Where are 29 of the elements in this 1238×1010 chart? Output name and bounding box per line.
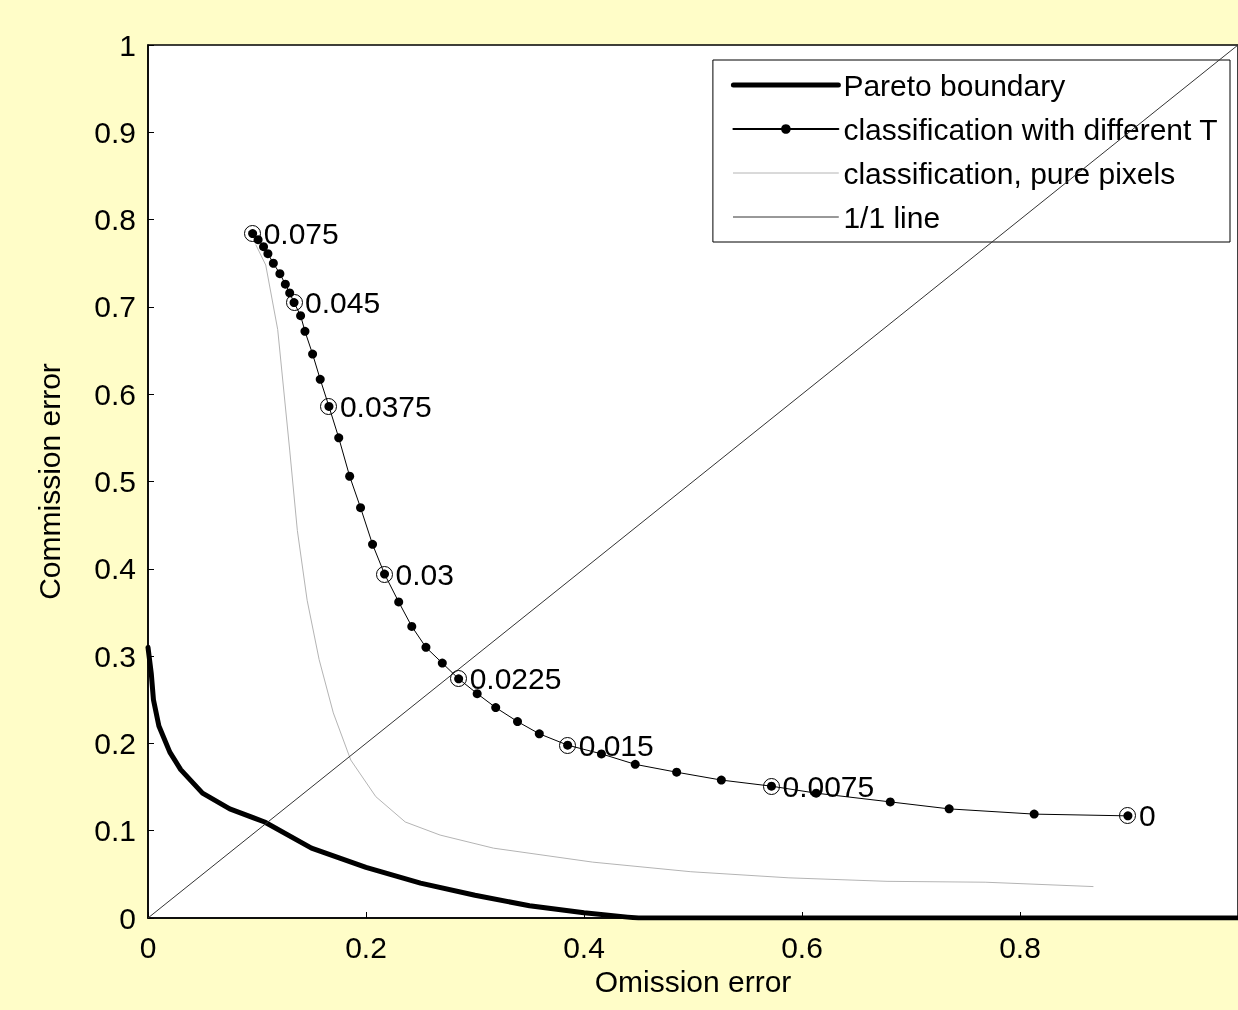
legend-label: Pareto boundary xyxy=(843,68,1066,102)
legend-label: 1/1 line xyxy=(843,200,941,234)
annotation: 0.0375 xyxy=(339,389,432,423)
y-tick-label: 0.3 xyxy=(94,639,136,673)
y-tick-label: 0.5 xyxy=(94,465,136,498)
annotation: 0.03 xyxy=(395,557,454,591)
legend-label: classification, pure pixels xyxy=(843,156,1176,190)
y-axis-title: Commission error xyxy=(32,363,66,600)
annotation: 0.0075 xyxy=(782,769,875,803)
x-tick-label: 0.8 xyxy=(999,930,1041,964)
annotation: 0.015 xyxy=(578,728,654,762)
x-axis-title: Omission error xyxy=(594,965,792,999)
y-tick-label: 0.8 xyxy=(94,203,136,237)
y-tick-label: 0.4 xyxy=(94,552,136,586)
legend-label: classification with different T xyxy=(843,112,1218,146)
y-tick-label: 0.9 xyxy=(94,115,136,149)
y-tick-label: 0 xyxy=(119,901,136,935)
y-tick-label: 1 xyxy=(119,28,136,62)
x-tick-label: 0.6 xyxy=(781,930,823,964)
y-tick-label: 0.6 xyxy=(94,377,136,411)
y-tick-label: 0.1 xyxy=(94,814,136,848)
annotation: 0 xyxy=(1138,799,1156,833)
annotation: 0.0225 xyxy=(469,662,562,696)
x-tick-label: 0.4 xyxy=(563,930,605,964)
y-tick-label: 0.2 xyxy=(94,726,136,760)
y-tick-label: 0.7 xyxy=(94,290,136,324)
annotation: 0.045 xyxy=(305,286,381,320)
annotation: 0.075 xyxy=(263,217,339,251)
x-tick-label: 0.2 xyxy=(345,930,387,964)
